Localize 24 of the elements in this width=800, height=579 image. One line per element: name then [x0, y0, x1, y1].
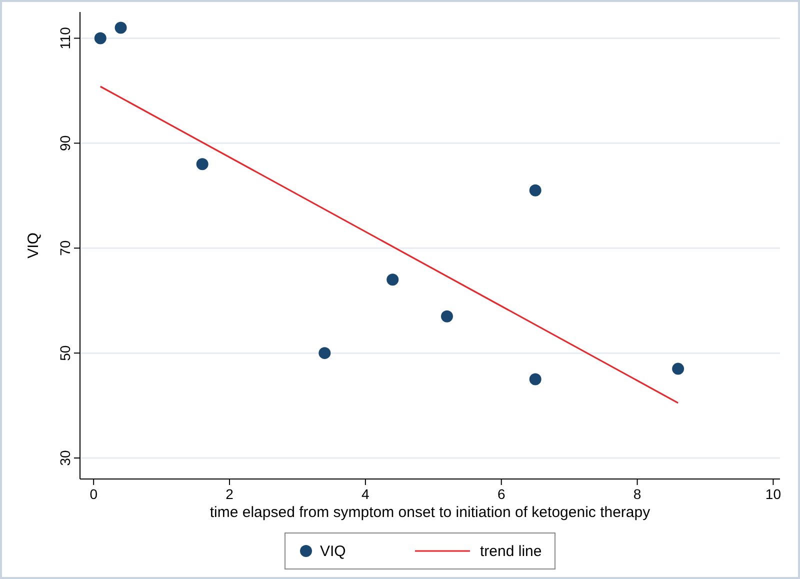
- x-tick-label: 8: [633, 486, 642, 502]
- legend-label: trend line: [480, 543, 542, 560]
- x-tick-label: 10: [765, 486, 782, 502]
- x-tick-label: 0: [90, 486, 98, 502]
- y-tick-label: 30: [57, 450, 73, 466]
- x-axis-title: time elapsed from symptom onset to initiation of ketogenic therapy: [210, 504, 651, 521]
- point: [386, 274, 399, 286]
- point: [440, 310, 453, 322]
- legend-label: VIQ: [320, 543, 346, 560]
- y-tick-label: 90: [57, 135, 73, 151]
- point: [672, 362, 684, 375]
- point: [529, 373, 542, 386]
- y-tick-label: 50: [57, 345, 73, 361]
- x-tick-label: 4: [362, 486, 370, 502]
- point: [114, 22, 127, 34]
- y-tick-label: 110: [57, 26, 73, 50]
- y-axis-title: VIQ: [25, 232, 42, 258]
- y-tick-label: 70: [57, 240, 73, 256]
- point: [94, 32, 106, 44]
- point: [196, 158, 208, 170]
- point: [529, 184, 542, 196]
- x-tick-label: 6: [497, 486, 506, 502]
- x-tick-label: 2: [226, 486, 234, 502]
- point: [318, 347, 331, 360]
